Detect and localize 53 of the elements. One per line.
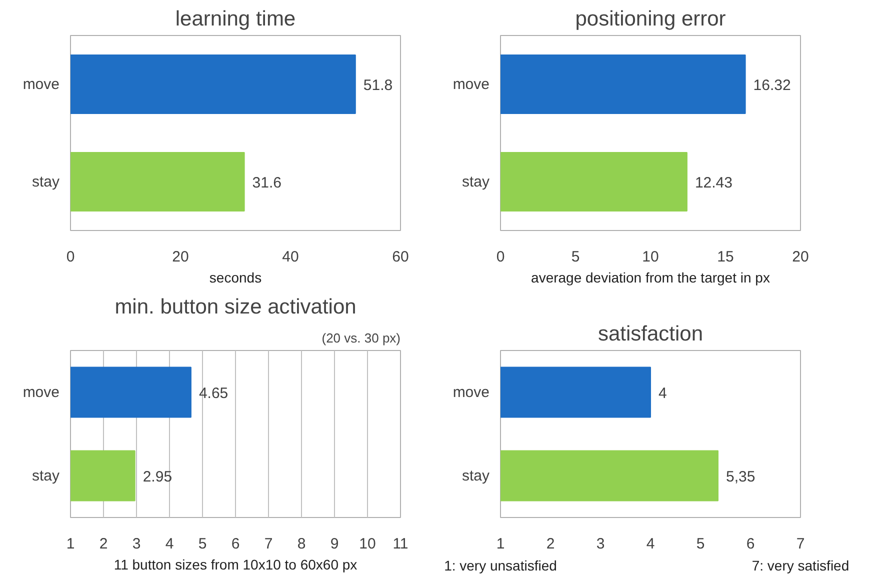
x-tick-label: 3	[596, 536, 605, 552]
x-tick-label: 20	[172, 248, 189, 266]
x-tick-label: 4	[646, 536, 655, 552]
x-tick-label: 8	[297, 536, 306, 552]
x-tick-label: 3	[132, 536, 141, 552]
chart-title: satisfaction	[598, 322, 704, 346]
x-tick-label: 15	[717, 248, 734, 266]
data-label: 51.8	[363, 76, 393, 94]
x-tick-label: 20	[792, 248, 809, 266]
x-tick-label: 0	[66, 248, 75, 266]
data-label: 2.95	[142, 468, 172, 486]
data-label: 16.32	[753, 76, 791, 94]
x-tick-label: 5	[198, 536, 207, 552]
x-tick-label: 9	[330, 536, 339, 552]
x-tick-label: 7	[264, 536, 273, 552]
chart-title: positioning error	[575, 8, 726, 30]
data-label: 12.43	[694, 174, 732, 192]
x-tick-label: 5	[696, 536, 705, 552]
x-tick-label: 6	[746, 536, 755, 552]
x-tick-label: 11	[392, 536, 408, 552]
x-tick-label: 5	[571, 248, 580, 266]
chart-title: min. button size activation	[114, 296, 356, 318]
text: 7: very satisfied	[752, 558, 850, 574]
x-tick-label: 1	[66, 536, 75, 552]
data-label: 31.6	[252, 174, 282, 192]
y-tick-label: move	[22, 76, 60, 93]
x-axis-title: seconds	[209, 270, 262, 286]
x-tick-label: 4	[165, 536, 174, 552]
x-tick-label: 2	[546, 536, 555, 552]
y-tick-label: move	[452, 384, 490, 401]
x-tick-label: 10	[642, 248, 659, 266]
y-tick-label: stay	[32, 467, 60, 484]
x-tick-label: 10	[359, 536, 376, 552]
y-tick-label: stay	[32, 173, 60, 190]
chart-subtitle: (20 vs. 30 px)	[322, 330, 401, 346]
y-tick-label: move	[22, 384, 60, 401]
y-tick-label: move	[452, 76, 490, 93]
x-tick-label: 2	[99, 536, 108, 552]
data-label: 4	[658, 384, 667, 402]
x-tick-label: 60	[392, 248, 409, 266]
data-label: 4.65	[198, 384, 228, 402]
x-tick-label: 6	[231, 536, 240, 552]
x-tick-label: 40	[282, 248, 299, 266]
y-tick-label: stay	[462, 467, 490, 484]
y-tick-label: stay	[462, 173, 490, 190]
chart-title: learning time	[175, 8, 296, 30]
x-tick-label: 0	[496, 248, 505, 266]
x-axis-title: average deviation from the target in px	[531, 270, 770, 286]
data-label: 5,35	[726, 468, 756, 486]
x-tick-label: 1	[496, 536, 505, 552]
text: 1: very unsatisfied	[444, 558, 557, 574]
x-axis-title: 11 button sizes from 10x10 to 60x60 px	[114, 556, 358, 572]
x-tick-label: 7	[796, 536, 805, 552]
